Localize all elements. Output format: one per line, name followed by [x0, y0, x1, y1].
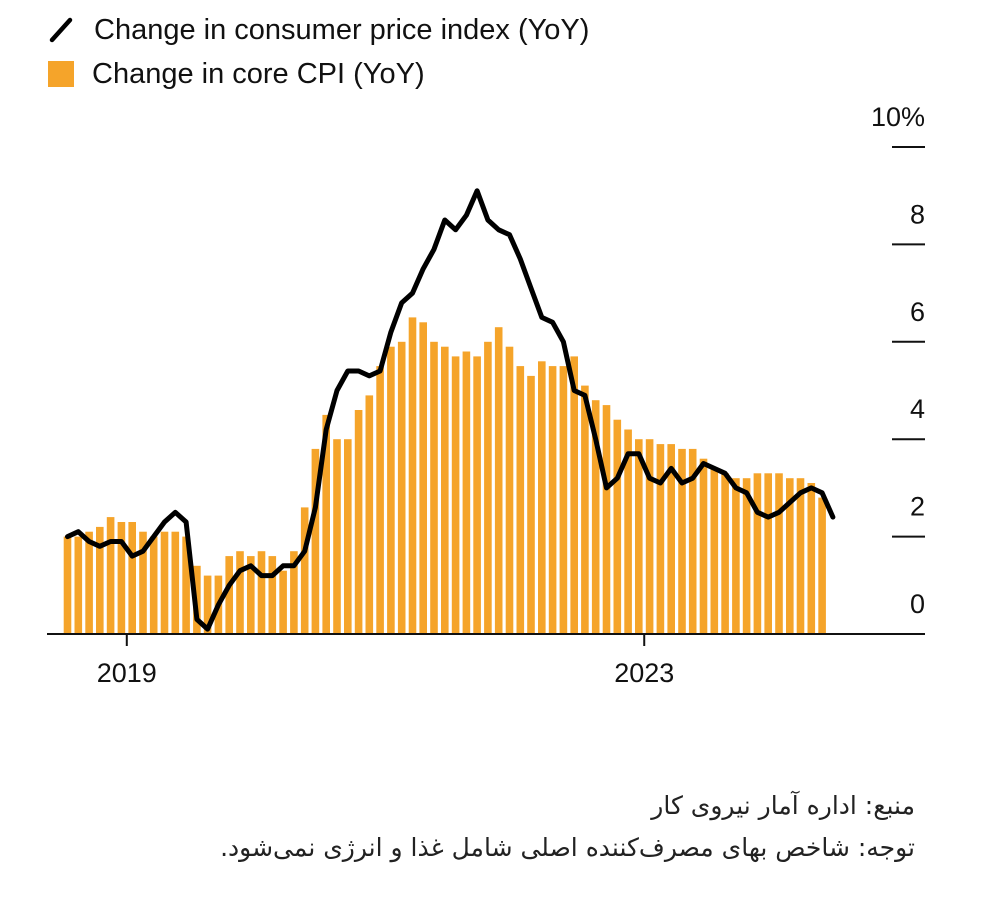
core-cpi-bar [171, 531, 180, 634]
core-cpi-bar [818, 497, 826, 634]
core-cpi-bar [538, 361, 546, 634]
x-tick-label: 2023 [614, 658, 674, 688]
y-tick-label: 4 [910, 394, 925, 424]
orange-square-icon [48, 61, 74, 87]
core-cpi-bar [225, 556, 233, 634]
core-cpi-bar [290, 551, 298, 634]
core-cpi-bar [387, 346, 395, 634]
core-cpi-bar [149, 536, 158, 634]
core-cpi-bar [354, 410, 363, 634]
core-cpi-bar [732, 478, 740, 634]
core-cpi-bar [775, 473, 783, 634]
core-cpi-bar [322, 414, 330, 635]
core-cpi-bars [63, 317, 826, 635]
cpi-line [65, 188, 836, 632]
core-cpi-bar [96, 526, 104, 634]
core-cpi-bar [591, 400, 600, 634]
legend: Change in consumer price index (YoY) Cha… [48, 8, 589, 96]
note-text: توجه: شاخص بهای مصرف‌کننده اصلی شامل غذا… [220, 833, 915, 862]
core-cpi-bar [344, 439, 352, 634]
core-cpi-bar [753, 473, 762, 634]
core-cpi-bar [667, 444, 675, 634]
source-note: منبع: اداره آمار نیروی کار توجه: شاخص به… [15, 785, 915, 869]
core-cpi-bar [408, 317, 417, 634]
y-tick-label: 2 [910, 492, 925, 522]
core-cpi-bar [376, 366, 384, 634]
core-cpi-bar [74, 536, 83, 634]
core-cpi-bar [710, 468, 719, 634]
core-cpi-bar [796, 478, 805, 634]
legend-label-core: Change in core CPI (YoY) [92, 57, 425, 90]
core-cpi-bar [203, 575, 212, 634]
core-cpi-bar [688, 448, 697, 634]
core-cpi-bar [451, 356, 460, 634]
core-cpi-bar [742, 478, 751, 634]
source-text: منبع: اداره آمار نیروی کار [651, 791, 915, 820]
core-cpi-bar [624, 429, 632, 634]
y-axis: 2 4 6 8 10% 0 [871, 102, 925, 635]
core-cpi-bar [311, 448, 320, 634]
core-cpi-bar [128, 522, 136, 634]
core-cpi-bar [473, 356, 481, 634]
core-cpi-bar [333, 439, 341, 634]
core-cpi-bar [462, 351, 471, 634]
diagonal-line-icon [49, 17, 73, 43]
core-cpi-bar [527, 375, 535, 634]
core-cpi-bar [430, 341, 438, 634]
core-cpi-bar [247, 556, 255, 634]
core-cpi-bar [613, 419, 622, 634]
core-cpi-bar [419, 322, 427, 634]
core-cpi-bar [786, 478, 794, 634]
core-cpi-bar [678, 448, 686, 634]
legend-item-cpi: Change in consumer price index (YoY) [48, 8, 589, 52]
core-cpi-bar [257, 551, 266, 634]
core-cpi-bar [139, 531, 147, 634]
core-cpi-bar [494, 327, 503, 634]
core-cpi-bar [268, 556, 277, 634]
core-cpi-bar [699, 458, 708, 634]
legend-item-core: Change in core CPI (YoY) [48, 52, 589, 96]
core-cpi-bar [505, 346, 514, 634]
core-cpi-bar [656, 444, 665, 634]
core-cpi-bar [106, 517, 115, 634]
core-cpi-bar [279, 570, 287, 634]
core-cpi-bar [807, 483, 816, 634]
core-cpi-bar [516, 366, 525, 634]
core-cpi-bar [63, 536, 72, 634]
core-cpi-bar [484, 341, 492, 634]
core-cpi-bar [559, 366, 568, 634]
core-cpi-bar [300, 507, 309, 634]
y-tick-label: 10% [871, 102, 925, 132]
y-tick-label: 6 [910, 297, 925, 327]
core-cpi-bar [365, 395, 374, 634]
core-cpi-bar [602, 405, 611, 634]
core-cpi-bar [160, 531, 169, 634]
core-cpi-bar [721, 473, 729, 634]
core-cpi-bar [236, 551, 244, 634]
core-cpi-bar [397, 341, 406, 634]
y-tick-label: 8 [910, 199, 925, 229]
core-cpi-bar [635, 439, 643, 634]
core-cpi-bar [764, 473, 772, 634]
legend-label-cpi: Change in consumer price index (YoY) [94, 13, 590, 46]
x-tick-label: 2019 [97, 658, 157, 688]
core-cpi-bar [645, 439, 654, 634]
x-axis: 2019 2023 [97, 634, 674, 688]
core-cpi-bar [581, 385, 589, 634]
core-cpi-bar [548, 366, 557, 634]
y-tick-label: 0 [910, 589, 925, 619]
core-cpi-bar [441, 346, 449, 634]
core-cpi-bar [570, 356, 578, 634]
core-cpi-bar [85, 531, 93, 634]
core-cpi-bar [182, 536, 190, 634]
core-cpi-bar [117, 522, 126, 634]
